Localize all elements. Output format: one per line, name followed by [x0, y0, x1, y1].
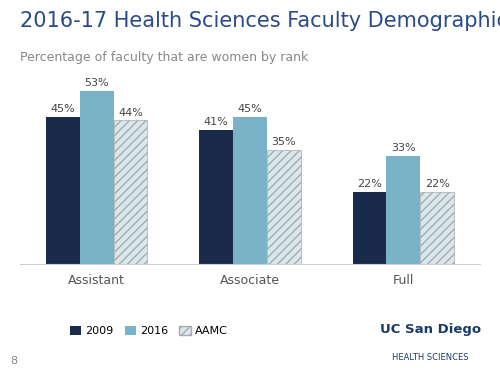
Text: Percentage of faculty that are women by rank: Percentage of faculty that are women by … — [20, 51, 308, 64]
Text: 22%: 22% — [357, 179, 382, 189]
Bar — [386, 156, 420, 264]
Text: 2016-17 Health Sciences Faculty Demographics: 2016-17 Health Sciences Faculty Demograp… — [20, 11, 500, 31]
Bar — [46, 117, 80, 264]
Bar — [80, 91, 114, 264]
Text: 53%: 53% — [84, 78, 109, 88]
Bar — [420, 192, 454, 264]
Text: 8: 8 — [10, 356, 17, 366]
Text: HEALTH SCIENCES: HEALTH SCIENCES — [392, 353, 469, 362]
Bar — [233, 117, 267, 264]
Bar — [352, 192, 386, 264]
Text: 45%: 45% — [238, 104, 262, 114]
Bar — [114, 120, 148, 264]
Text: 45%: 45% — [50, 104, 76, 114]
Legend: 2009, 2016, AAMC: 2009, 2016, AAMC — [66, 321, 232, 341]
Text: 41%: 41% — [204, 117, 229, 127]
Text: UC San Diego: UC San Diego — [380, 323, 481, 336]
Text: 35%: 35% — [272, 137, 296, 147]
Bar — [267, 150, 300, 264]
Text: 22%: 22% — [424, 179, 450, 189]
Text: 44%: 44% — [118, 107, 143, 118]
Bar — [200, 130, 233, 264]
Text: 33%: 33% — [391, 144, 415, 153]
